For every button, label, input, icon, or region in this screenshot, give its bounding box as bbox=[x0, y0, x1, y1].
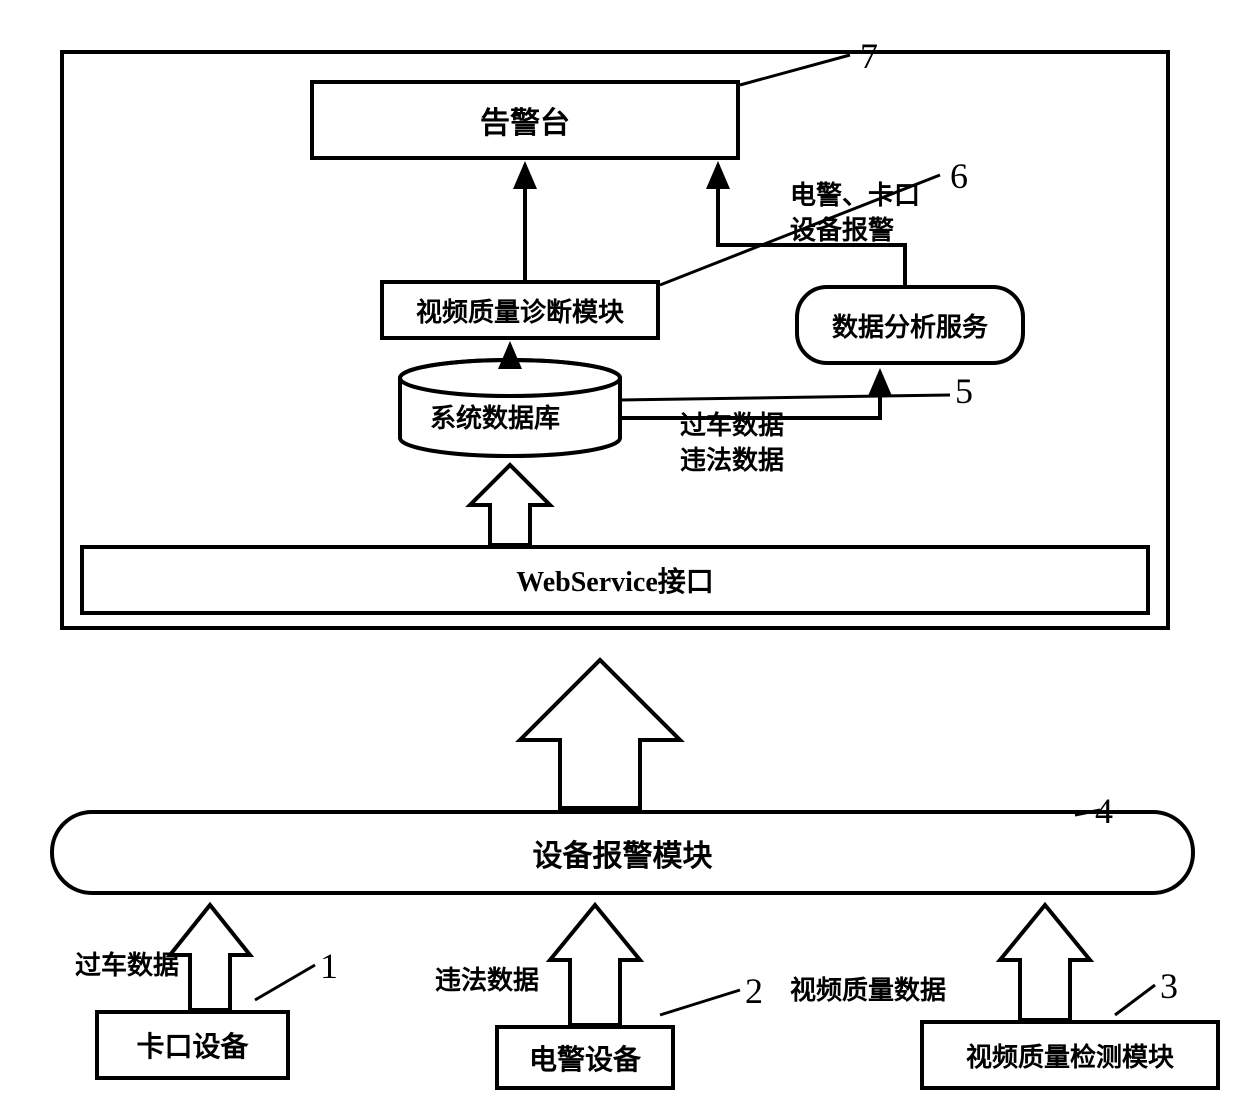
alarm-console-box: 告警台 bbox=[310, 80, 740, 160]
checkpoint-dev-label: 卡口设备 bbox=[136, 1025, 248, 1065]
webservice-label: WebService接口 bbox=[516, 560, 714, 600]
illegal-data-label: 违法数据 bbox=[680, 440, 784, 477]
callout-1: 1 bbox=[320, 945, 338, 987]
epolice-alarm-label-1: 电警、卡口 bbox=[790, 175, 920, 212]
pass-data2-label: 过车数据 bbox=[75, 945, 179, 982]
sys-db-label: 系统数据库 bbox=[430, 398, 560, 435]
epolice-dev-label: 电警设备 bbox=[529, 1038, 641, 1078]
callout-3: 3 bbox=[1160, 965, 1178, 1007]
callout-6: 6 bbox=[950, 155, 968, 197]
video-detect-box: 视频质量检测模块 bbox=[920, 1020, 1220, 1090]
callout-7: 7 bbox=[860, 35, 878, 77]
epolice-alarm-label-2: 设备报警 bbox=[790, 210, 894, 247]
video-diag-box: 视频质量诊断模块 bbox=[380, 280, 660, 340]
data-analysis-label: 数据分析服务 bbox=[832, 307, 988, 344]
pass-data-label: 过车数据 bbox=[680, 405, 784, 442]
callout-2: 2 bbox=[745, 970, 763, 1012]
alarm-console-label: 告警台 bbox=[480, 98, 570, 142]
video-diag-label: 视频质量诊断模块 bbox=[416, 292, 624, 329]
epolice-dev-box: 电警设备 bbox=[495, 1025, 675, 1090]
device-alarm-box: 设备报警模块 bbox=[50, 810, 1195, 895]
webservice-box: WebService接口 bbox=[80, 545, 1150, 615]
data-analysis-box: 数据分析服务 bbox=[795, 285, 1025, 365]
illegal-data2-label: 违法数据 bbox=[435, 960, 539, 997]
callout-4: 4 bbox=[1095, 790, 1113, 832]
checkpoint-dev-box: 卡口设备 bbox=[95, 1010, 290, 1080]
video-detect-label: 视频质量检测模块 bbox=[966, 1037, 1174, 1074]
video-quality-data-label: 视频质量数据 bbox=[790, 970, 946, 1007]
device-alarm-label: 设备报警模块 bbox=[533, 831, 713, 875]
callout-5: 5 bbox=[955, 370, 973, 412]
